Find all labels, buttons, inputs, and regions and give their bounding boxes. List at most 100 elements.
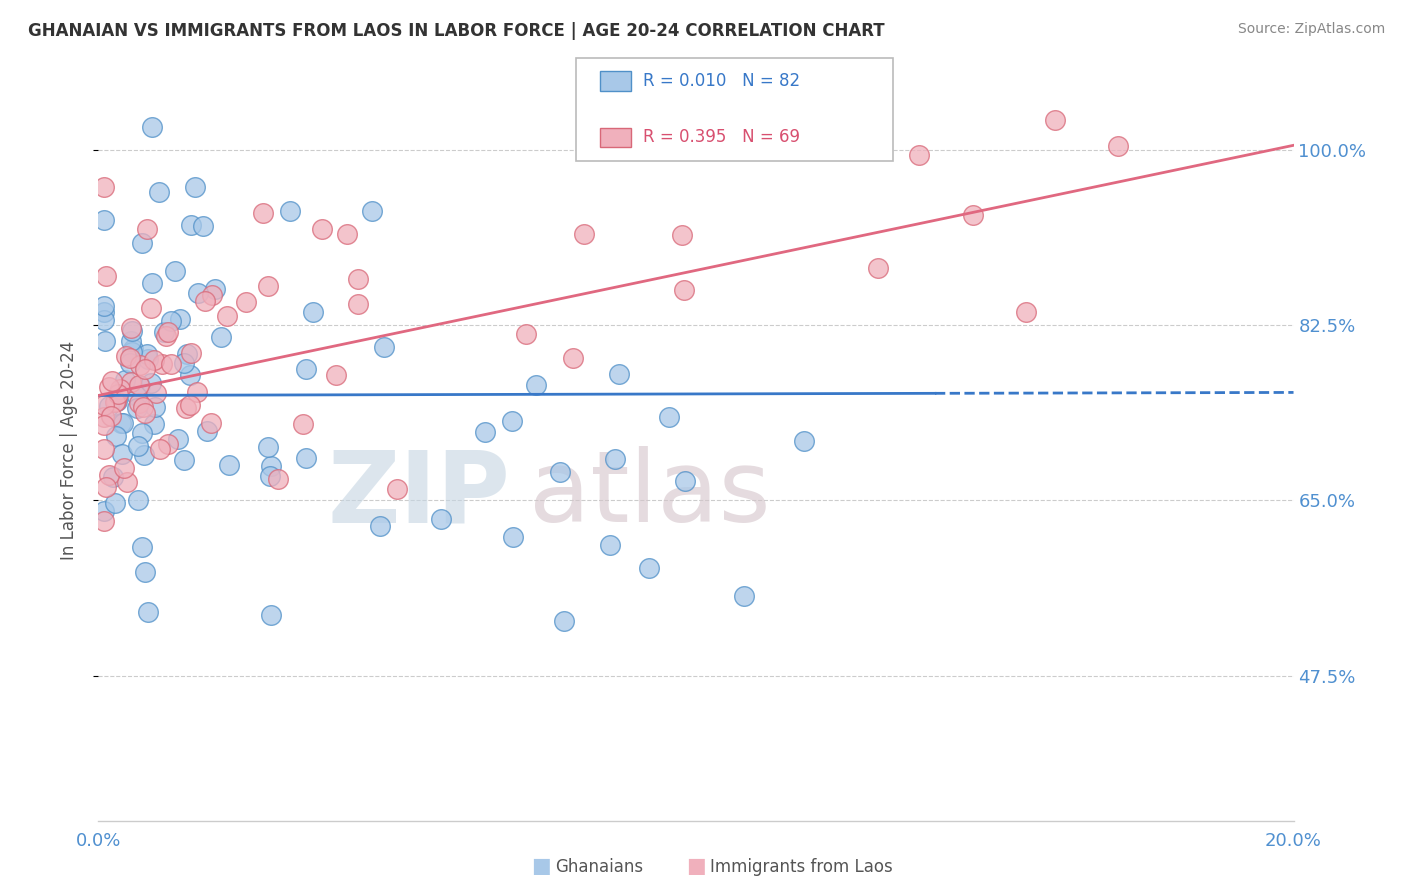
Point	[235, 295, 257, 310]
Point	[256, 279, 278, 293]
Point	[385, 482, 408, 496]
Point	[93, 398, 115, 412]
Point	[658, 409, 681, 424]
Point	[121, 324, 143, 338]
Point	[599, 538, 621, 552]
Point	[101, 375, 124, 389]
Point	[184, 180, 207, 194]
Point	[215, 309, 238, 323]
Point	[793, 434, 815, 448]
Point	[907, 148, 929, 162]
Point	[1043, 113, 1066, 128]
Point	[302, 305, 325, 319]
Point	[550, 465, 572, 479]
Point	[962, 208, 984, 222]
Point	[127, 439, 149, 453]
Y-axis label: In Labor Force | Age 20-24: In Labor Force | Age 20-24	[59, 341, 77, 560]
Point	[336, 227, 359, 241]
Point	[252, 205, 274, 219]
Text: Immigrants from Laos: Immigrants from Laos	[710, 858, 893, 876]
Point	[149, 442, 172, 456]
Point	[120, 334, 142, 348]
Point	[145, 386, 167, 401]
Point	[132, 400, 155, 414]
Point	[134, 406, 156, 420]
Point	[160, 357, 183, 371]
Point	[111, 416, 134, 430]
Point	[609, 367, 631, 381]
Point	[110, 447, 132, 461]
Point	[280, 203, 302, 218]
Point	[159, 314, 181, 328]
Point	[373, 340, 395, 354]
Point	[131, 426, 153, 441]
Point	[294, 450, 316, 465]
Point	[135, 347, 157, 361]
Point	[114, 373, 136, 387]
Point	[97, 400, 120, 414]
Point	[125, 389, 148, 403]
Text: Source: ZipAtlas.com: Source: ZipAtlas.com	[1237, 22, 1385, 37]
Text: R = 0.395   N = 69: R = 0.395 N = 69	[643, 128, 800, 146]
Point	[179, 398, 201, 412]
Point	[193, 219, 215, 233]
Point	[672, 283, 695, 297]
Point	[104, 496, 127, 510]
Point	[93, 504, 115, 518]
Text: atlas: atlas	[529, 446, 770, 543]
Point	[361, 204, 384, 219]
Text: ZIP: ZIP	[328, 446, 510, 543]
Point	[100, 409, 122, 424]
Point	[134, 362, 156, 376]
Point	[150, 357, 173, 371]
Point	[110, 416, 132, 430]
Point	[132, 449, 155, 463]
Point	[93, 410, 115, 425]
Point	[118, 356, 141, 370]
Point	[93, 418, 115, 433]
Point	[136, 605, 159, 619]
Point	[105, 394, 128, 409]
Point	[259, 607, 281, 622]
Point	[180, 218, 202, 232]
Point	[131, 236, 153, 251]
Point	[845, 119, 868, 133]
Point	[561, 351, 583, 365]
Point	[200, 416, 222, 430]
Point	[180, 346, 202, 360]
Point	[209, 330, 232, 344]
Point	[143, 352, 166, 367]
Point	[156, 325, 179, 339]
Point	[194, 294, 217, 309]
Point	[218, 458, 240, 472]
Point	[94, 334, 117, 349]
Point	[187, 285, 209, 300]
Point	[98, 467, 121, 482]
Point	[267, 472, 290, 486]
Point	[295, 361, 318, 376]
Point	[93, 299, 115, 313]
Point	[259, 468, 281, 483]
Point	[128, 378, 150, 392]
Point	[173, 453, 195, 467]
Point	[169, 312, 191, 326]
Point	[142, 417, 165, 431]
Point	[127, 493, 149, 508]
Text: ■: ■	[531, 856, 551, 876]
Point	[173, 356, 195, 370]
Point	[179, 368, 201, 383]
Point	[325, 368, 347, 382]
Text: Ghanaians: Ghanaians	[555, 858, 644, 876]
Point	[141, 376, 163, 390]
Point	[93, 213, 115, 227]
Point	[153, 325, 176, 339]
Point	[97, 380, 120, 394]
Point	[671, 227, 693, 242]
Text: GHANAIAN VS IMMIGRANTS FROM LAOS IN LABOR FORCE | AGE 20-24 CORRELATION CHART: GHANAIAN VS IMMIGRANTS FROM LAOS IN LABO…	[28, 22, 884, 40]
Point	[1015, 305, 1038, 319]
Point	[166, 432, 188, 446]
Point	[515, 327, 537, 342]
Point	[101, 470, 124, 484]
Point	[176, 347, 198, 361]
Point	[257, 440, 280, 454]
